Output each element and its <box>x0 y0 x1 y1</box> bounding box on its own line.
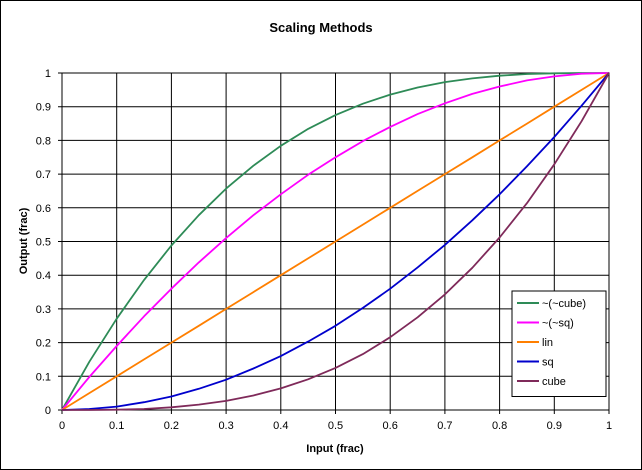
series-line-4 <box>62 72 610 411</box>
y-tick-label: 0.4 <box>36 270 51 282</box>
y-tick-label: 0.5 <box>36 237 51 249</box>
x-tick-label: 0.1 <box>109 420 124 432</box>
y-tick-label: 0.2 <box>36 338 51 350</box>
x-tick-label: 0.9 <box>547 420 562 432</box>
legend: ~(~cube) ~(~sq) lin sq cube <box>511 290 607 397</box>
x-tick-label: 0.2 <box>164 420 179 432</box>
series-line-1 <box>61 72 610 411</box>
x-tick-label: 0.4 <box>273 420 288 432</box>
x-tick-label: 0.6 <box>383 420 398 432</box>
y-tick-label: 0.1 <box>36 371 51 383</box>
legend-label: ~(~cube) <box>542 298 586 310</box>
legend-label: lin <box>542 337 553 349</box>
y-tick-label: 0.6 <box>36 203 51 215</box>
x-tick-label: 0 <box>59 420 65 432</box>
y-tick-label: 0.7 <box>36 169 51 181</box>
chart-title: Scaling Methods <box>269 20 372 35</box>
y-tick-label: 0 <box>45 405 51 417</box>
y-tick-label: 1 <box>45 68 51 80</box>
y-tick-label: 0.9 <box>36 102 51 114</box>
legend-label: sq <box>542 357 554 369</box>
x-tick-label: 1 <box>606 420 612 432</box>
y-tick-label: 0.3 <box>36 304 51 316</box>
series-layer <box>61 72 610 411</box>
legend-label: cube <box>542 376 566 388</box>
plot-area-border <box>61 72 610 411</box>
y-tick-label: 0.8 <box>36 135 51 147</box>
x-tick-label: 0.7 <box>437 420 452 432</box>
x-axis-label: Input (frac) <box>306 443 364 455</box>
series-line-0 <box>61 72 609 411</box>
legend-box <box>511 290 607 397</box>
y-axis-label: Output (frac) <box>18 207 30 274</box>
series-line-2 <box>61 72 610 411</box>
x-tick-label: 0.5 <box>328 420 343 432</box>
tick-layer: 0 0.1 0.2 0.3 0.4 0.5 0.6 0.7 0.8 0.9 1 0 0.1 0.2 0.3 0… <box>36 68 612 432</box>
legend-label: ~(~sq) <box>542 318 574 330</box>
x-tick-label: 0.3 <box>218 420 233 432</box>
series-line-3 <box>61 72 610 411</box>
x-tick-label: 0.8 <box>492 420 507 432</box>
